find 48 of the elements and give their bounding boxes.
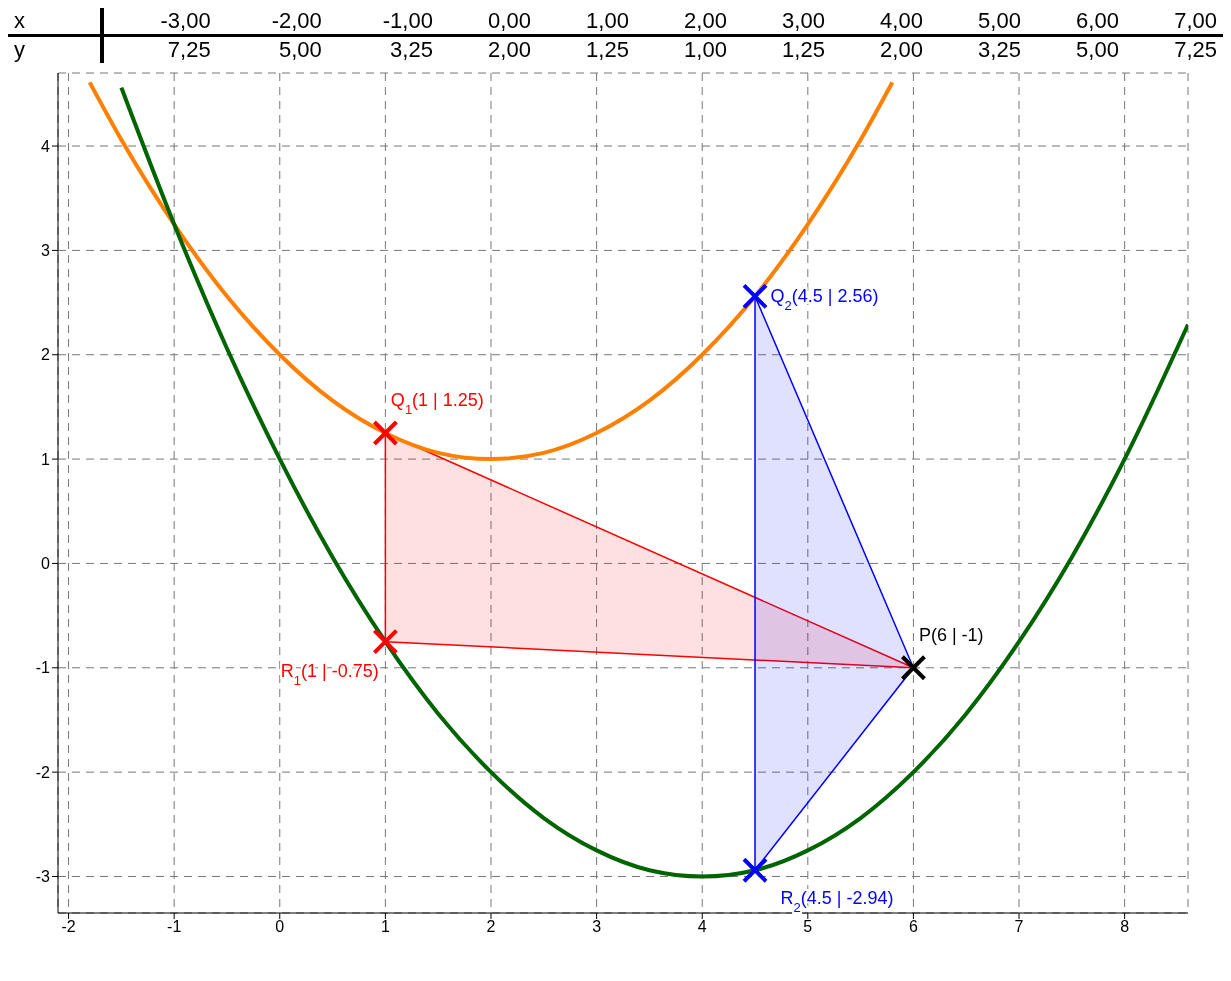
x-tick-label: 0 <box>275 918 285 936</box>
text: 1,25 <box>585 36 630 63</box>
x-tick-label: -1 <box>167 918 182 936</box>
y-tick-label: -3 <box>35 868 51 886</box>
text: 5,00 <box>277 36 323 63</box>
x-tick-label: 4 <box>697 918 707 936</box>
text: 1,25 <box>781 36 826 63</box>
y-tick-label: -1 <box>35 659 51 677</box>
y-tick-label: 1 <box>41 450 51 468</box>
x-tick-label: -2 <box>61 918 76 936</box>
text: 1,00 <box>585 8 630 35</box>
series-label: Q$_{1}$(1 | 1.25) <box>390 390 484 417</box>
y-tick-label: 2 <box>41 346 51 364</box>
text: 4,00 <box>879 8 924 35</box>
text: 3,00 <box>781 8 826 35</box>
x-tick-label: 1 <box>380 918 390 936</box>
series-label: R$_{2}$(4.5 | -2.94) <box>780 887 894 915</box>
text: 7,25 <box>166 36 212 63</box>
y-tick-label: -2 <box>35 763 51 781</box>
text: 7,00 <box>1173 8 1218 35</box>
text: y <box>8 35 102 63</box>
text: 3,25 <box>977 36 1022 63</box>
text: -3,00 <box>159 8 212 35</box>
x-tick-label: 6 <box>908 918 918 936</box>
series-label: R$_{1}$(1 | -0.75) <box>280 661 379 688</box>
x-tick-label: 8 <box>1120 918 1130 936</box>
text: -1,00 <box>381 8 434 35</box>
y-tick-label: 4 <box>41 137 51 155</box>
text: 3,25 <box>389 36 434 63</box>
y-tick-label: 0 <box>41 555 51 573</box>
series-label: P(6 | -1) <box>918 625 984 646</box>
text: 2,00 <box>683 8 728 35</box>
text: 5,00 <box>1075 36 1120 63</box>
series-label: Q$_{2}$(4.5 | 2.56) <box>770 285 879 313</box>
x-tick-label: 3 <box>592 918 602 936</box>
text: 2,00 <box>879 36 924 63</box>
text: 0,00 <box>487 8 532 35</box>
y-tick-label: 3 <box>41 242 51 260</box>
text: 2,00 <box>487 36 532 63</box>
text: 6,00 <box>1075 8 1120 35</box>
text: x <box>8 8 102 36</box>
text: 5,00 <box>977 8 1022 35</box>
text: 7,25 <box>1173 36 1218 63</box>
text: 1,00 <box>683 36 728 63</box>
text: -2,00 <box>270 8 323 35</box>
x-tick-label: 7 <box>1014 918 1024 936</box>
x-tick-label: 2 <box>486 918 496 936</box>
x-tick-label: 5 <box>803 918 813 936</box>
